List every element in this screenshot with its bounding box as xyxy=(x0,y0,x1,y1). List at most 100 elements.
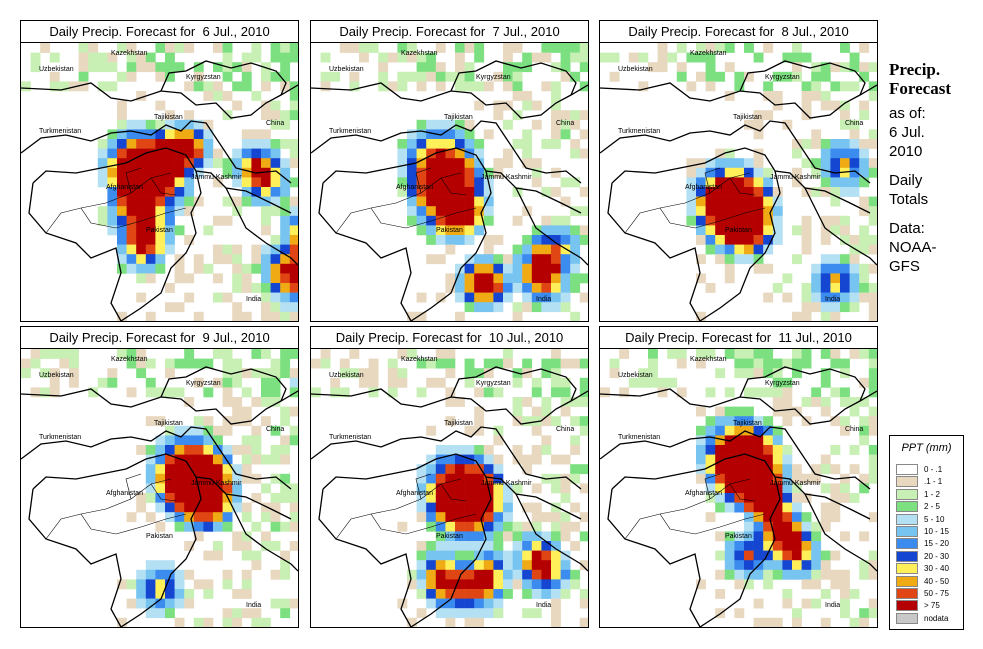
precip-cell xyxy=(579,52,588,63)
precip-cell xyxy=(232,263,243,274)
precip-cell xyxy=(232,483,243,494)
precip-cell xyxy=(145,244,156,255)
precip-cell xyxy=(522,368,533,379)
precip-cell xyxy=(522,283,533,293)
precip-cell xyxy=(280,254,291,265)
precip-cell xyxy=(801,579,812,590)
precip-cell xyxy=(165,445,175,455)
precip-cell xyxy=(145,254,156,265)
border-line xyxy=(311,82,588,119)
precip-cell xyxy=(531,244,542,255)
precip-map: KazekhstanUzbekistanKyrgyzstanTajikistan… xyxy=(600,43,877,321)
precip-cell xyxy=(435,521,446,532)
precip-cell xyxy=(445,119,456,130)
precip-cell xyxy=(840,608,850,619)
precip-cell xyxy=(724,464,735,475)
precip-cell xyxy=(426,167,437,178)
precip-cell xyxy=(493,302,504,313)
precip-cell xyxy=(715,464,726,475)
precip-cell xyxy=(241,589,252,599)
precip-cell xyxy=(705,177,716,188)
precip-cell xyxy=(232,167,243,178)
precip-cell xyxy=(455,158,465,169)
precip-cell xyxy=(174,62,185,73)
precip-cell xyxy=(522,62,533,73)
precip-cell xyxy=(724,148,735,159)
precip-cell xyxy=(715,445,726,455)
precip-cell xyxy=(464,196,475,207)
precip-cell xyxy=(455,531,465,542)
precip-cell xyxy=(705,512,716,523)
precip-cell xyxy=(868,473,877,484)
precip-cell xyxy=(136,119,147,130)
precip-cell xyxy=(792,62,802,73)
precip-cell xyxy=(560,292,571,303)
precip-cell xyxy=(270,52,281,63)
precip-cell xyxy=(503,43,513,53)
precip-cell xyxy=(184,206,195,217)
precip-cell xyxy=(503,349,513,359)
precip-cell xyxy=(820,62,831,73)
precip-cell xyxy=(416,483,427,494)
precip-cell xyxy=(416,512,427,523)
precip-cell xyxy=(184,196,195,207)
precip-cell xyxy=(763,349,774,359)
precip-cell xyxy=(503,263,513,274)
precip-cell xyxy=(155,454,166,465)
precip-cell xyxy=(859,416,870,427)
precip-cell xyxy=(830,196,841,207)
precip-cell xyxy=(792,177,802,188)
precip-cell xyxy=(744,387,754,398)
precip-cell xyxy=(464,215,475,226)
precip-cell xyxy=(184,81,195,92)
precip-cell xyxy=(705,454,716,465)
precip-cell xyxy=(174,502,185,513)
precip-cell xyxy=(407,129,417,140)
precip-cell xyxy=(753,119,764,130)
precip-cell xyxy=(474,531,485,542)
country-label-india: India xyxy=(825,296,840,303)
precip-cell xyxy=(59,358,70,369)
precip-cell xyxy=(551,129,561,140)
precip-cell xyxy=(840,225,850,236)
country-label-pakistan: Pakistan xyxy=(436,227,463,234)
precip-cell xyxy=(136,62,147,73)
precip-cell xyxy=(772,493,783,503)
precip-cell xyxy=(117,139,127,149)
precip-cell xyxy=(251,550,262,561)
precip-cell xyxy=(416,187,427,197)
precip-cell xyxy=(849,349,860,359)
precip-cell xyxy=(705,196,716,207)
precip-cell xyxy=(416,493,427,503)
precip-cell xyxy=(261,254,271,265)
precip-cell xyxy=(261,196,271,207)
precip-cell xyxy=(165,425,175,436)
precip-cell xyxy=(801,550,812,561)
precip-cell xyxy=(387,81,398,92)
precip-cell xyxy=(455,43,465,53)
precip-cell xyxy=(753,550,764,561)
precip-cell xyxy=(280,292,291,303)
precip-cell xyxy=(522,521,533,532)
precip-cell xyxy=(416,550,427,561)
precip-cell xyxy=(320,358,331,369)
precip-cell xyxy=(289,225,298,236)
precip-cell xyxy=(213,445,223,455)
precip-cell xyxy=(222,464,233,475)
precip-cell xyxy=(407,349,417,359)
precip-cell xyxy=(232,81,243,92)
border-line xyxy=(21,120,227,154)
precip-cell xyxy=(868,139,877,149)
precip-cell xyxy=(165,502,175,513)
precip-cell xyxy=(416,560,427,571)
precip-cell xyxy=(455,196,465,207)
precip-cell xyxy=(570,244,581,255)
precip-cell xyxy=(270,311,281,321)
precip-cell xyxy=(792,52,802,63)
precip-cell xyxy=(174,358,185,369)
precip-cell xyxy=(416,148,427,159)
precip-cell xyxy=(126,263,137,274)
country-label-india: India xyxy=(825,602,840,609)
precip-cell xyxy=(203,158,214,169)
